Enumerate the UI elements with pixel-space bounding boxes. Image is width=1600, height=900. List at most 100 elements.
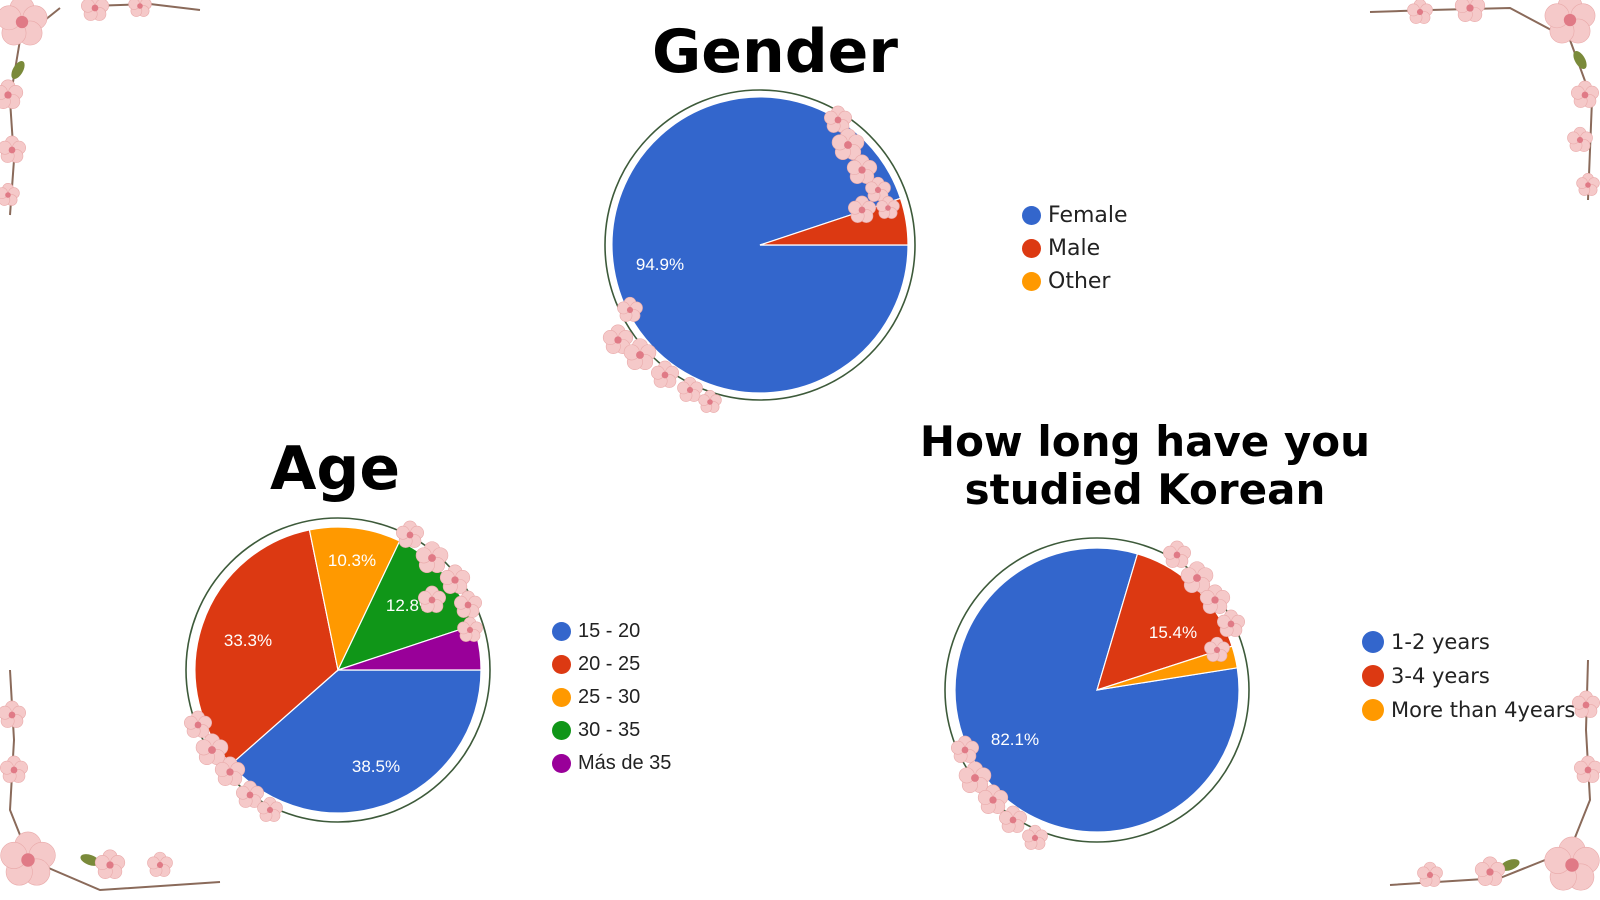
- blossom-icon: [0, 831, 56, 886]
- blossom-icon: [439, 564, 471, 594]
- blossom-icon: [831, 128, 865, 161]
- pie-slice-more-than-4years: [1096, 645, 1238, 691]
- legend-label: 30 - 35: [578, 719, 641, 741]
- floral-decoration-top-left: [0, 0, 201, 216]
- blossom-icon: [1217, 609, 1245, 637]
- legend-item: 1-2 years: [1362, 630, 1575, 654]
- gender-pie-chart: 94.9%: [602, 89, 916, 413]
- gender-legend: Female Male Other: [1022, 203, 1128, 302]
- blossom-icon: [0, 0, 48, 46]
- legend-label: 25 - 30: [578, 686, 641, 708]
- blossom-icon: [958, 761, 992, 794]
- legend-swatch: [1362, 699, 1384, 721]
- legend-label: Female: [1048, 203, 1128, 228]
- blossom-icon: [1574, 755, 1600, 783]
- gender-chart-panel: Gender 94.9% Female Male Other: [0, 0, 1600, 420]
- legend-label: 20 - 25: [578, 653, 641, 675]
- blossom-icon: [1417, 861, 1443, 887]
- blossom-icon: [824, 105, 852, 133]
- blossom-icon: [0, 755, 28, 783]
- legend-swatch: [1362, 631, 1384, 653]
- legend-item: 15 - 20: [552, 620, 671, 643]
- legend-item: Female: [1022, 203, 1128, 228]
- blossom-icon: [195, 733, 229, 766]
- blossom-icon: [236, 780, 264, 808]
- blossom-icon: [94, 849, 126, 879]
- blossom-icon: [617, 296, 643, 322]
- legend-item: 20 - 25: [552, 653, 671, 676]
- pie-outline-ring: [604, 89, 916, 401]
- blossom-icon: [1407, 0, 1433, 24]
- blossom-icon: [0, 700, 26, 728]
- blossom-icon: [257, 796, 283, 822]
- blossom-icon: [651, 360, 679, 388]
- legend-item: 30 - 35: [552, 719, 671, 742]
- blossom-icon: [415, 541, 449, 574]
- pie-slice-data-label: 15.4%: [1149, 623, 1197, 642]
- age-chart-panel: Age: [0, 420, 800, 900]
- blossom-icon: [1180, 561, 1214, 594]
- legend-item: Male: [1022, 236, 1128, 261]
- pie-slice-data-label: 33.3%: [224, 631, 272, 650]
- study-legend: 1-2 years 3-4 years More than 4years: [1362, 630, 1575, 732]
- pie-slice-15-20: [229, 669, 482, 814]
- age-legend: 15 - 20 20 - 25 25 - 30 30 - 35 Más de 35: [552, 620, 671, 785]
- blossom-icon: [1022, 824, 1048, 850]
- blossom-icon: [846, 154, 878, 184]
- blossom-icon: [977, 784, 1009, 814]
- blossom-icon: [457, 616, 483, 642]
- legend-swatch: [552, 688, 571, 707]
- blossom-icon: [999, 805, 1027, 833]
- leaf-icon: [11, 60, 25, 80]
- legend-swatch: [552, 721, 571, 740]
- gender-chart-title: Gender: [652, 17, 898, 87]
- blossom-icon: [0, 79, 24, 109]
- blossom-icon: [81, 0, 109, 21]
- legend-swatch: [552, 754, 571, 773]
- study-chart-title: How long have you studied Korean: [900, 417, 1390, 515]
- legend-label: Male: [1048, 236, 1101, 261]
- leaf-icon: [1573, 50, 1587, 70]
- blossom-icon: [184, 710, 212, 738]
- pie-slice-data-label: 94.9%: [636, 255, 684, 274]
- legend-swatch: [1362, 665, 1384, 687]
- blossom-icon: [0, 135, 26, 163]
- study-pie-chart: 82.1% 15.4%: [944, 537, 1250, 850]
- pie-outline-ring: [944, 537, 1250, 843]
- blossom-icon: [1163, 540, 1191, 568]
- legend-item: 25 - 30: [552, 686, 671, 709]
- blossom-icon: [1544, 836, 1600, 891]
- legend-label: 1-2 years: [1391, 630, 1490, 654]
- blossom-icon: [951, 735, 979, 763]
- blossom-icon: [0, 183, 20, 206]
- blossom-icon: [454, 590, 482, 618]
- blossom-icon: [418, 585, 446, 613]
- leaf-icon: [80, 854, 100, 866]
- blossom-icon: [214, 756, 246, 786]
- legend-label: More than 4years: [1391, 698, 1576, 722]
- legend-swatch: [552, 622, 571, 641]
- legend-label: 3-4 years: [1391, 664, 1490, 688]
- blossom-icon: [1199, 584, 1231, 614]
- blossom-icon: [865, 176, 891, 202]
- pie-slice-1-2-years: [954, 547, 1240, 833]
- pie-slice-data-label: 38.5%: [352, 757, 400, 776]
- study-chart-title-line-1: How long have you: [919, 417, 1371, 466]
- legend-item: Más de 35: [552, 752, 671, 775]
- pie-slice-data-label: 10.3%: [328, 551, 376, 570]
- legend-swatch: [1022, 239, 1041, 258]
- blossom-icon: [1567, 126, 1593, 152]
- leaf-icon: [1500, 859, 1520, 871]
- blossom-icon: [1544, 0, 1596, 44]
- blossom-icon: [848, 195, 876, 223]
- legend-item: 3-4 years: [1362, 664, 1575, 688]
- legend-label: Más de 35: [578, 752, 672, 774]
- pie-slice-data-label: 82.1%: [991, 730, 1039, 749]
- blossom-icon: [602, 324, 634, 354]
- age-chart-title: Age: [269, 434, 401, 504]
- legend-swatch: [1022, 272, 1041, 291]
- blossom-icon: [698, 389, 722, 413]
- legend-item: More than 4years: [1362, 698, 1575, 722]
- blossom-icon: [128, 0, 152, 17]
- blossom-icon: [1454, 0, 1486, 22]
